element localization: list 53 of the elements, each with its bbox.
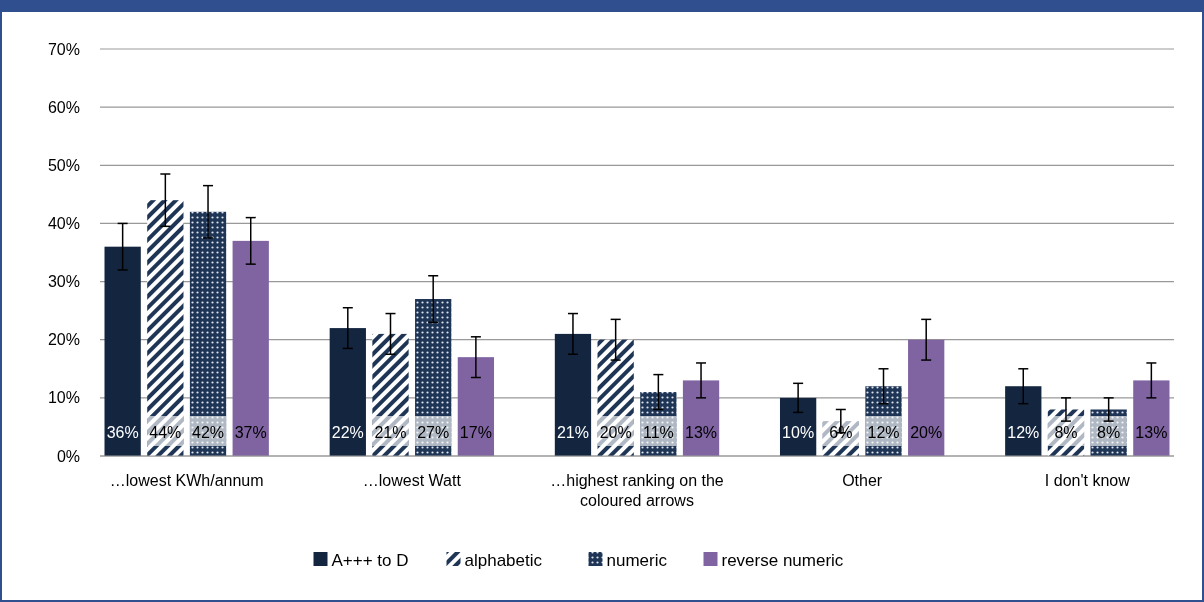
- data-label: 13%: [1135, 424, 1168, 441]
- data-label: 37%: [234, 424, 267, 441]
- x-tick-label: …lowest Watt: [362, 472, 462, 489]
- data-label: 11%: [642, 424, 674, 441]
- y-tick-label: 50%: [47, 156, 80, 174]
- bar: [640, 392, 677, 456]
- legend-label: A+++ to D: [331, 550, 409, 570]
- bar: [682, 380, 720, 456]
- bar: [554, 333, 592, 456]
- x-tick-label: I don't know: [1044, 472, 1131, 489]
- x-tick-label: …highest ranking on the coloured arrows: [550, 472, 724, 509]
- data-label: 20%: [910, 424, 943, 441]
- y-tick-label: 70%: [47, 40, 80, 58]
- data-label: 20%: [599, 424, 632, 441]
- bar: [1133, 380, 1170, 456]
- bar: [865, 386, 902, 456]
- data-label: 21%: [374, 424, 407, 441]
- bar: [908, 339, 945, 456]
- x-tick-label: …lowest KWh/annum: [109, 472, 264, 489]
- bar: [597, 339, 634, 456]
- bar: [147, 200, 184, 456]
- x-tick-label: Other: [842, 472, 883, 489]
- legend-label: reverse numeric: [721, 550, 844, 570]
- y-tick-label: 40%: [47, 215, 80, 233]
- bar: [415, 299, 452, 456]
- data-label: 36%: [106, 424, 139, 441]
- bar: [329, 328, 366, 456]
- data-label: 8%: [1054, 424, 1078, 441]
- data-label: 12%: [867, 424, 900, 441]
- bar: [1005, 386, 1042, 456]
- data-label: 22%: [331, 424, 364, 441]
- legend-label: numeric: [606, 550, 668, 570]
- y-tick-label: 30%: [47, 273, 80, 291]
- bar: [457, 357, 495, 456]
- bar: [1090, 409, 1127, 456]
- bar: [189, 211, 227, 456]
- data-label: 17%: [459, 424, 492, 441]
- data-label: 10%: [782, 424, 815, 441]
- bar: [104, 246, 141, 456]
- data-label: 27%: [417, 424, 450, 441]
- y-tick-label: 0%: [56, 447, 80, 465]
- data-label: 21%: [556, 424, 589, 441]
- data-label: 44%: [149, 424, 182, 441]
- y-tick-label: 10%: [47, 389, 80, 407]
- data-label: 13%: [685, 424, 718, 441]
- legend-label: alphabetic: [464, 550, 543, 570]
- y-tick-label: 20%: [47, 331, 80, 349]
- data-label: 12%: [1007, 424, 1040, 441]
- data-label: 8%: [1097, 424, 1121, 441]
- y-tick-label: 60%: [47, 98, 80, 116]
- bar: [232, 240, 269, 456]
- bar: [372, 333, 409, 456]
- data-label: 42%: [192, 424, 225, 441]
